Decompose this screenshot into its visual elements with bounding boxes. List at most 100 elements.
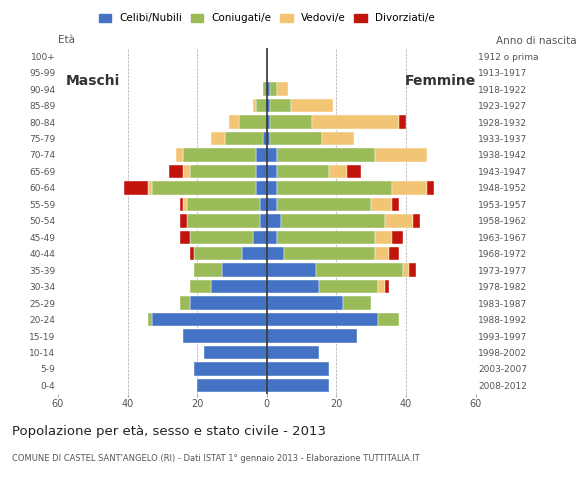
Bar xyxy=(277,83,288,96)
Bar xyxy=(183,329,267,343)
Bar xyxy=(225,132,263,145)
Bar xyxy=(375,230,392,244)
Bar xyxy=(392,198,399,211)
Bar xyxy=(267,99,270,112)
Text: Età: Età xyxy=(58,35,75,45)
Bar xyxy=(267,379,329,392)
Bar xyxy=(187,214,260,228)
Bar xyxy=(267,132,270,145)
Bar xyxy=(152,181,256,194)
Text: Anno di nascita: Anno di nascita xyxy=(496,36,577,46)
Bar xyxy=(180,214,187,228)
Bar xyxy=(392,181,427,194)
Bar xyxy=(343,296,371,310)
Bar xyxy=(260,198,267,211)
Bar xyxy=(183,198,187,211)
Bar xyxy=(267,148,277,162)
Bar xyxy=(399,115,406,129)
Bar xyxy=(242,247,267,261)
Bar xyxy=(256,181,267,194)
Bar xyxy=(385,280,389,293)
Legend: Celibi/Nubili, Coniugati/e, Vedovi/e, Divorziati/e: Celibi/Nubili, Coniugati/e, Vedovi/e, Di… xyxy=(99,13,434,24)
Bar xyxy=(409,264,416,277)
Bar xyxy=(277,148,375,162)
Bar xyxy=(253,230,267,244)
Bar xyxy=(284,247,375,261)
Bar xyxy=(124,181,148,194)
Text: COMUNE DI CASTEL SANT'ANGELO (RI) - Dati ISTAT 1° gennaio 2013 - Elaborazione TU: COMUNE DI CASTEL SANT'ANGELO (RI) - Dati… xyxy=(12,454,419,463)
Bar xyxy=(211,132,225,145)
Bar xyxy=(152,313,267,326)
Bar xyxy=(375,247,389,261)
Bar xyxy=(281,214,385,228)
Bar xyxy=(190,280,211,293)
Bar xyxy=(183,148,256,162)
Bar xyxy=(253,99,256,112)
Bar xyxy=(267,165,277,178)
Bar xyxy=(270,115,312,129)
Bar xyxy=(427,181,434,194)
Bar xyxy=(403,264,409,277)
Bar xyxy=(267,296,343,310)
Bar xyxy=(385,214,413,228)
Bar xyxy=(267,198,277,211)
Bar xyxy=(183,165,190,178)
Bar xyxy=(169,165,183,178)
Bar xyxy=(267,247,284,261)
Bar xyxy=(312,115,399,129)
Bar xyxy=(267,346,319,359)
Bar xyxy=(267,230,277,244)
Bar xyxy=(267,115,270,129)
Text: Popolazione per età, sesso e stato civile - 2013: Popolazione per età, sesso e stato civil… xyxy=(12,425,325,438)
Bar xyxy=(197,379,267,392)
Bar xyxy=(267,214,281,228)
Bar xyxy=(239,115,267,129)
Bar xyxy=(277,198,371,211)
Bar xyxy=(263,83,267,96)
Bar xyxy=(180,198,183,211)
Bar xyxy=(263,132,267,145)
Bar xyxy=(329,165,347,178)
Bar xyxy=(148,313,152,326)
Bar xyxy=(190,230,253,244)
Bar xyxy=(180,296,190,310)
Bar xyxy=(392,230,403,244)
Bar xyxy=(378,280,385,293)
Bar xyxy=(267,83,270,96)
Bar xyxy=(267,181,277,194)
Bar xyxy=(277,165,329,178)
Bar xyxy=(256,148,267,162)
Bar xyxy=(270,99,291,112)
Bar xyxy=(190,247,194,261)
Bar xyxy=(267,264,316,277)
Bar xyxy=(371,198,392,211)
Bar xyxy=(190,165,256,178)
Bar xyxy=(222,264,267,277)
Bar xyxy=(267,362,329,376)
Bar xyxy=(291,99,333,112)
Bar xyxy=(194,247,242,261)
Bar xyxy=(190,296,267,310)
Bar xyxy=(148,181,152,194)
Bar xyxy=(229,115,239,129)
Bar xyxy=(194,264,222,277)
Bar xyxy=(211,280,267,293)
Bar xyxy=(375,148,427,162)
Bar xyxy=(322,132,354,145)
Bar xyxy=(256,99,267,112)
Bar xyxy=(277,230,375,244)
Bar xyxy=(319,280,378,293)
Bar xyxy=(260,214,267,228)
Bar xyxy=(267,313,378,326)
Bar xyxy=(316,264,403,277)
Bar xyxy=(378,313,399,326)
Bar xyxy=(267,329,357,343)
Bar xyxy=(176,148,183,162)
Bar xyxy=(204,346,267,359)
Bar xyxy=(256,165,267,178)
Bar xyxy=(389,247,399,261)
Bar xyxy=(347,165,361,178)
Bar xyxy=(180,230,190,244)
Bar xyxy=(187,198,260,211)
Bar xyxy=(277,181,392,194)
